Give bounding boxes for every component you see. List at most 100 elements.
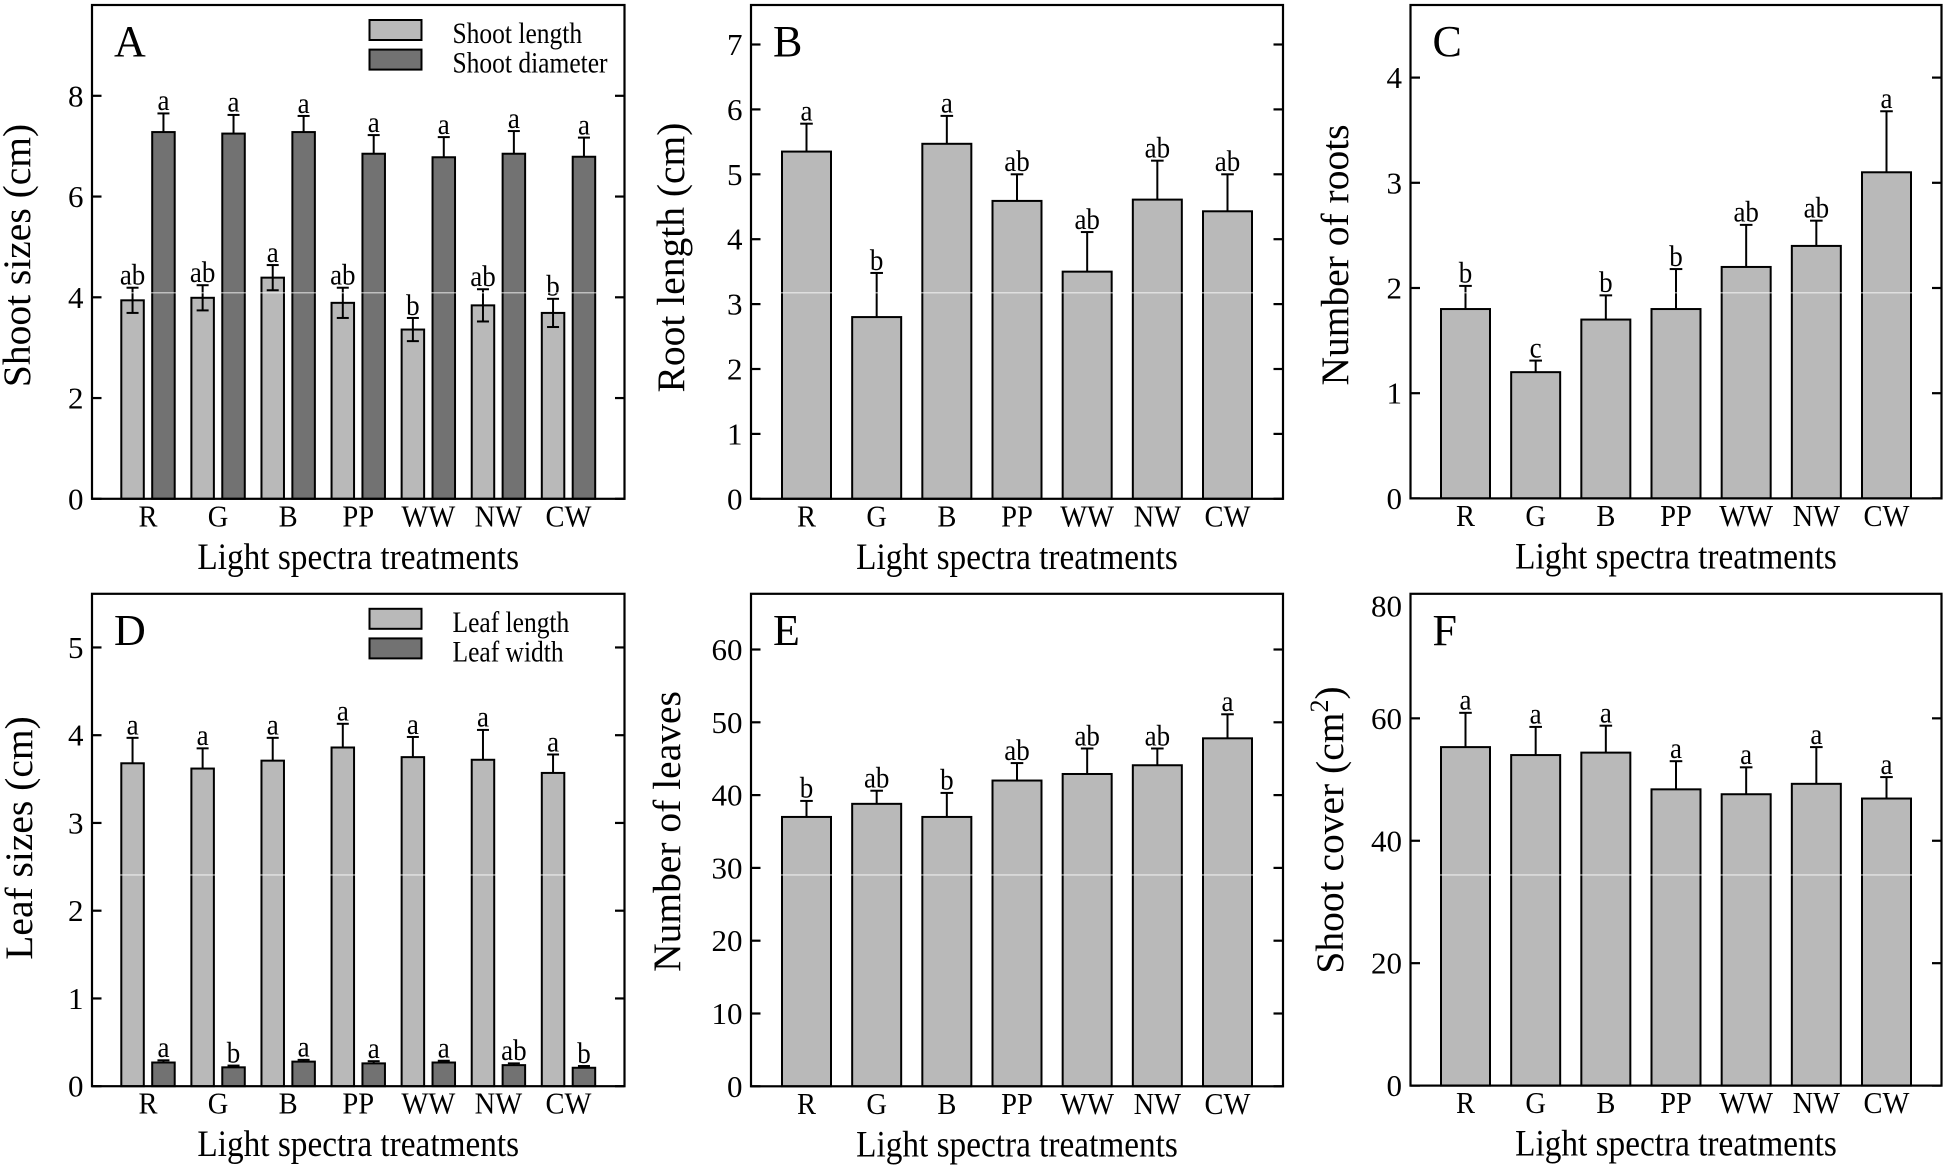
svg-text:a: a bbox=[438, 1032, 450, 1065]
svg-text:a: a bbox=[407, 709, 419, 742]
svg-text:B: B bbox=[279, 1087, 298, 1121]
svg-text:4: 4 bbox=[68, 280, 84, 315]
svg-text:Leaf sizes (cm): Leaf sizes (cm) bbox=[0, 716, 41, 959]
svg-text:G: G bbox=[866, 1087, 887, 1121]
svg-text:0: 0 bbox=[1387, 481, 1403, 516]
svg-text:NW: NW bbox=[1793, 1086, 1841, 1120]
svg-text:B: B bbox=[279, 499, 298, 533]
svg-text:a: a bbox=[368, 1033, 380, 1066]
svg-text:G: G bbox=[1525, 499, 1546, 533]
svg-text:ab: ab bbox=[864, 762, 889, 795]
svg-text:8: 8 bbox=[68, 78, 84, 113]
svg-text:D: D bbox=[114, 606, 146, 655]
svg-text:2: 2 bbox=[68, 893, 84, 928]
svg-text:G: G bbox=[208, 1087, 229, 1121]
svg-text:0: 0 bbox=[727, 481, 743, 516]
svg-text:Leaf length: Leaf length bbox=[453, 606, 570, 639]
svg-text:R: R bbox=[1456, 1086, 1475, 1120]
svg-text:WW: WW bbox=[1719, 499, 1774, 533]
svg-text:R: R bbox=[138, 499, 157, 533]
svg-text:G: G bbox=[866, 499, 887, 533]
svg-text:a: a bbox=[1670, 733, 1682, 766]
svg-text:a: a bbox=[298, 1031, 310, 1064]
svg-text:a: a bbox=[508, 103, 520, 136]
svg-text:a: a bbox=[127, 709, 139, 742]
svg-text:a: a bbox=[1810, 719, 1822, 752]
svg-text:3: 3 bbox=[1387, 165, 1403, 200]
svg-text:b: b bbox=[546, 270, 559, 303]
svg-text:NW: NW bbox=[1793, 499, 1841, 533]
svg-text:WW: WW bbox=[401, 499, 456, 533]
svg-text:a: a bbox=[197, 720, 209, 753]
svg-text:Number of roots: Number of roots bbox=[1313, 124, 1357, 385]
svg-text:R: R bbox=[797, 499, 816, 533]
svg-text:NW: NW bbox=[475, 1087, 523, 1121]
svg-text:ab: ab bbox=[1074, 720, 1099, 753]
svg-text:a: a bbox=[1740, 739, 1752, 772]
svg-text:PP: PP bbox=[1001, 1087, 1033, 1121]
svg-text:b: b bbox=[577, 1038, 590, 1071]
svg-text:a: a bbox=[157, 1032, 169, 1065]
svg-text:a: a bbox=[1600, 697, 1612, 730]
svg-text:WW: WW bbox=[401, 1087, 456, 1121]
svg-text:30: 30 bbox=[712, 850, 743, 885]
svg-text:ab: ab bbox=[1145, 132, 1170, 165]
svg-text:NW: NW bbox=[1134, 1087, 1182, 1121]
svg-text:60: 60 bbox=[712, 632, 743, 667]
svg-text:4: 4 bbox=[1387, 60, 1403, 95]
svg-text:B: B bbox=[773, 17, 802, 66]
svg-text:C: C bbox=[1433, 17, 1462, 66]
svg-text:b: b bbox=[800, 772, 813, 805]
svg-text:4: 4 bbox=[727, 222, 743, 257]
svg-text:3: 3 bbox=[68, 805, 84, 840]
svg-text:ab: ab bbox=[501, 1035, 526, 1068]
svg-text:CW: CW bbox=[1205, 1087, 1252, 1121]
svg-text:E: E bbox=[773, 606, 800, 655]
svg-text:b: b bbox=[870, 245, 883, 278]
svg-text:a: a bbox=[337, 695, 349, 728]
svg-text:WW: WW bbox=[1060, 1087, 1115, 1121]
svg-text:3: 3 bbox=[727, 287, 743, 322]
svg-text:CW: CW bbox=[1205, 499, 1252, 533]
svg-text:1: 1 bbox=[68, 981, 84, 1016]
svg-text:G: G bbox=[1525, 1086, 1546, 1120]
svg-text:CW: CW bbox=[546, 499, 593, 533]
svg-text:60: 60 bbox=[1371, 701, 1402, 736]
svg-text:ab: ab bbox=[1004, 735, 1029, 768]
svg-text:a: a bbox=[438, 109, 450, 142]
svg-text:PP: PP bbox=[1660, 499, 1692, 533]
svg-text:Root length (cm): Root length (cm) bbox=[649, 123, 693, 393]
svg-text:CW: CW bbox=[1864, 499, 1911, 533]
svg-text:B: B bbox=[937, 1087, 956, 1121]
svg-text:Light spectra treatments: Light spectra treatments bbox=[856, 536, 1178, 577]
svg-text:Light spectra treatments: Light spectra treatments bbox=[1515, 1123, 1837, 1164]
svg-text:a: a bbox=[267, 709, 279, 742]
svg-text:Shoot cover (cm2): Shoot cover (cm2) bbox=[1305, 686, 1352, 973]
svg-text:Light spectra treatments: Light spectra treatments bbox=[1515, 536, 1837, 577]
svg-text:ab: ab bbox=[120, 259, 145, 292]
svg-text:6: 6 bbox=[727, 92, 743, 127]
svg-text:ab: ab bbox=[330, 259, 355, 292]
svg-text:b: b bbox=[406, 290, 419, 323]
svg-text:ab: ab bbox=[470, 261, 495, 294]
svg-text:F: F bbox=[1433, 606, 1457, 655]
svg-text:a: a bbox=[228, 87, 240, 120]
svg-text:a: a bbox=[1222, 686, 1234, 719]
svg-text:CW: CW bbox=[1864, 1086, 1911, 1120]
svg-text:B: B bbox=[937, 499, 956, 533]
svg-text:Light spectra treatments: Light spectra treatments bbox=[197, 536, 519, 577]
svg-text:ab: ab bbox=[1804, 192, 1829, 225]
svg-text:6: 6 bbox=[68, 179, 84, 214]
svg-text:0: 0 bbox=[68, 481, 84, 516]
svg-text:20: 20 bbox=[1371, 946, 1402, 981]
svg-text:2: 2 bbox=[68, 381, 84, 416]
svg-text:R: R bbox=[1456, 499, 1475, 533]
svg-text:a: a bbox=[1460, 684, 1472, 717]
svg-text:CW: CW bbox=[546, 1087, 593, 1121]
svg-text:1: 1 bbox=[1387, 376, 1403, 411]
svg-text:WW: WW bbox=[1060, 499, 1115, 533]
svg-text:R: R bbox=[797, 1087, 816, 1121]
svg-text:2: 2 bbox=[727, 352, 743, 387]
svg-text:0: 0 bbox=[68, 1069, 84, 1104]
svg-text:a: a bbox=[547, 726, 559, 759]
